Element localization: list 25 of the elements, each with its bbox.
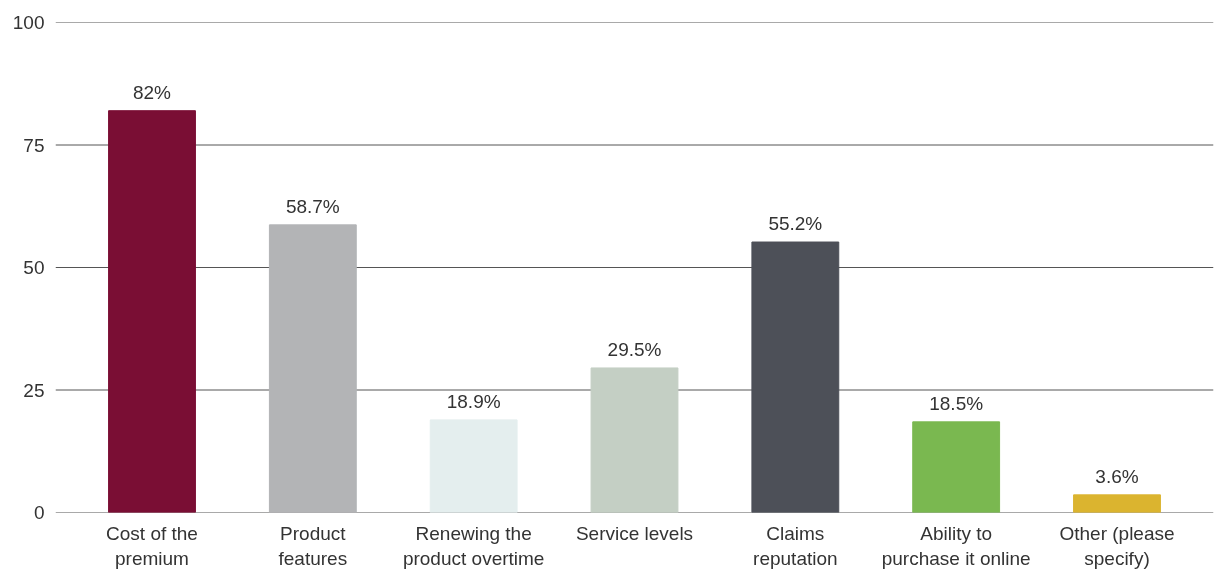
y-tick-label: 100 [12,12,45,33]
x-tick-label: Claims reputation [753,522,838,569]
x-tick-label: Other (please specify) [1059,522,1175,569]
data-label: 55.2% [768,213,823,235]
y-tick-label: 50 [23,257,45,278]
data-label: 18.9% [446,390,501,412]
x-tick-label: Ability to purchase it online [881,522,1031,569]
x-tick-label: Service levels [575,522,694,544]
x-tick-label: Product features [278,522,348,569]
bar [268,224,357,513]
bar [429,419,518,513]
data-label: 29.5% [607,338,662,360]
bar [108,110,196,513]
y-tick-label: 0 [33,502,45,523]
data-label: 18.5% [929,392,984,414]
data-label: 58.7% [285,195,340,217]
x-tick-label: Renewing the product overtime [402,522,545,569]
data-label: 3.6% [1095,465,1139,487]
y-tick-label: 75 [23,134,45,156]
data-label: 82% [132,81,172,103]
bar [912,421,1001,513]
bar [1073,494,1161,513]
y-tick-label: 25 [23,379,45,401]
bar [590,367,679,513]
x-tick-label: Cost of the premium [106,522,198,569]
